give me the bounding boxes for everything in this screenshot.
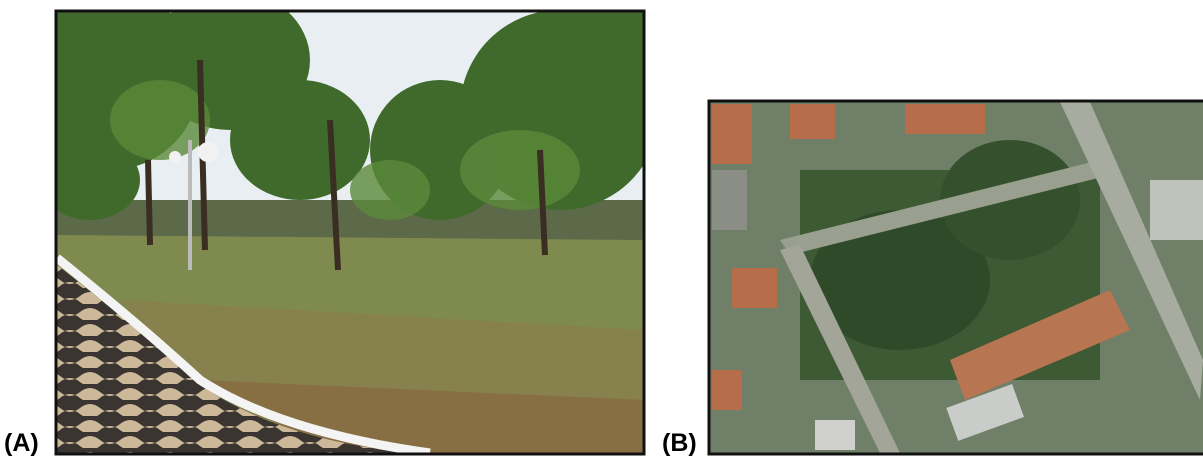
- frame-a: [54, 9, 646, 456]
- aerial-photo: [710, 102, 1203, 453]
- panel-label: (A): [4, 429, 39, 457]
- panel-label: (B): [662, 429, 697, 457]
- frame-b: [707, 99, 1203, 456]
- park-photo: [57, 12, 643, 453]
